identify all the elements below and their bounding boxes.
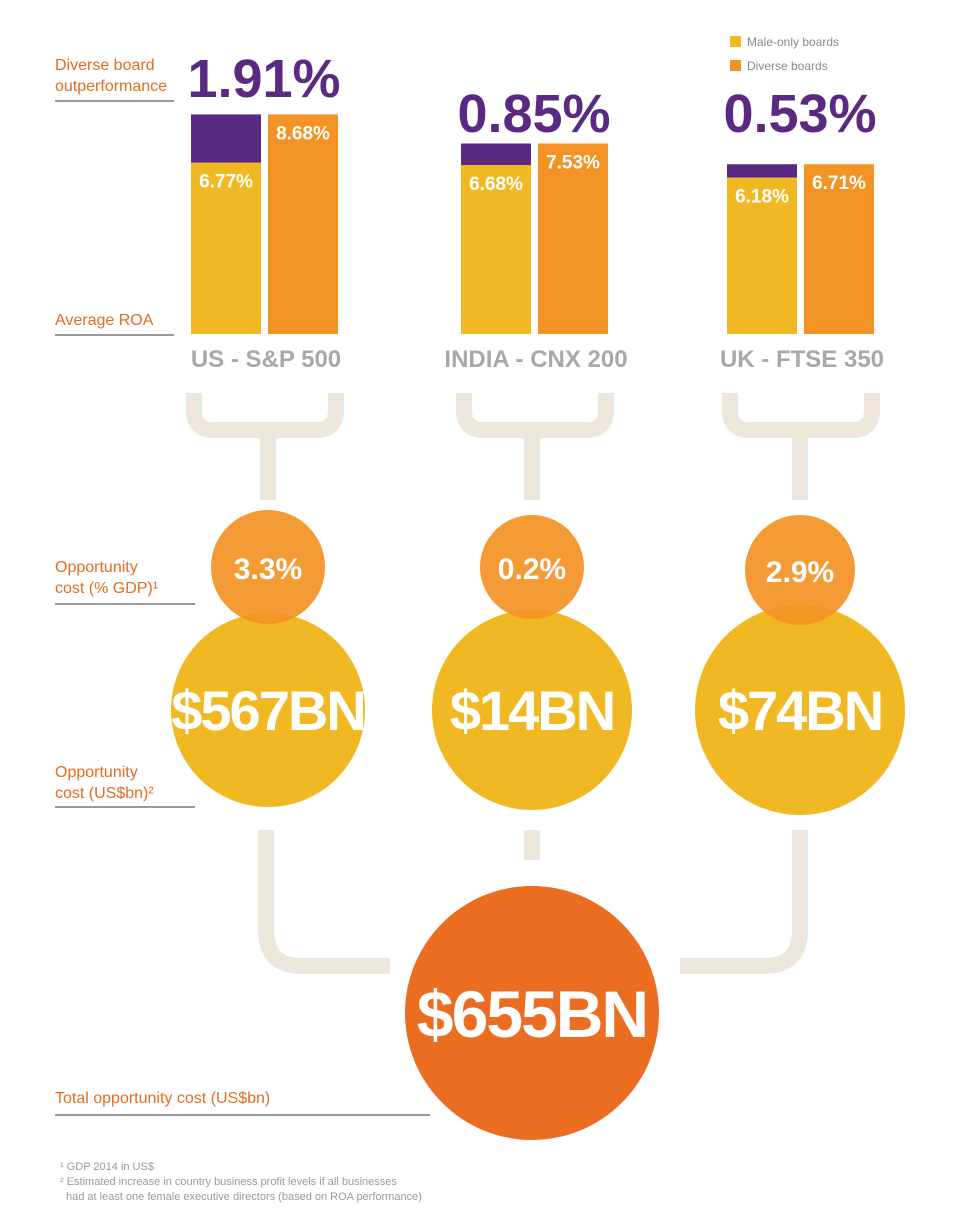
outperformance-value: 0.53% <box>723 84 876 144</box>
legend-item-male: Male-only boards <box>730 30 839 54</box>
roa-label: Average ROA <box>55 312 154 329</box>
connector <box>258 830 390 974</box>
total-label: Total opportunity cost (US$bn) <box>55 1090 271 1107</box>
diverse-label: 7.53% <box>546 152 600 173</box>
gap-bar <box>727 164 797 178</box>
gdp-pct-circle <box>745 515 855 625</box>
legend-item-diverse: Diverse boards <box>730 54 839 78</box>
usd-circle <box>171 613 365 807</box>
gap-bar <box>191 114 261 163</box>
usd-value: $74BN <box>718 679 882 742</box>
usd-circle <box>432 610 632 810</box>
legend-swatch-diverse <box>730 60 741 71</box>
total-value: $655BN <box>417 977 647 1051</box>
diverse-bar <box>538 143 608 334</box>
usd-circle <box>695 605 905 815</box>
market-name: US - S&P 500 <box>191 346 341 373</box>
male-only-bar <box>461 164 531 334</box>
usd-label: Opportunity cost (US$bn)² <box>55 764 154 802</box>
gdp-pct-value: 3.3% <box>234 553 302 586</box>
outperformance-value: 1.91% <box>187 49 340 109</box>
market-name: UK - FTSE 350 <box>720 346 884 373</box>
market-name: INDIA - CNX 200 <box>444 346 627 373</box>
divider <box>55 603 195 605</box>
gdp-pct-circle <box>480 515 584 619</box>
usd-value: $14BN <box>450 679 614 742</box>
usd-value: $567BN <box>171 679 364 742</box>
gdp-pct-value: 0.2% <box>498 553 566 586</box>
divider <box>55 334 174 336</box>
outperformance-value: 0.85% <box>457 84 610 144</box>
male-only-label: 6.18% <box>735 187 789 208</box>
diverse-label: 8.68% <box>276 123 330 144</box>
legend-swatch-male <box>730 36 741 47</box>
diverse-label: 6.71% <box>812 173 866 194</box>
gap-bar <box>461 143 531 165</box>
total-circle <box>405 886 659 1140</box>
legend: Male-only boards Diverse boards <box>730 30 839 78</box>
gdp-pct-label: Opportunity cost (% GDP)¹ <box>55 559 159 597</box>
diverse-bar <box>268 114 338 335</box>
connector <box>680 830 808 974</box>
connector <box>186 393 344 500</box>
gdp-pct-circle <box>211 510 325 624</box>
divider <box>55 100 174 102</box>
diverse-bar <box>804 164 874 334</box>
divider <box>55 806 195 808</box>
male-only-label: 6.77% <box>199 172 253 193</box>
male-only-bar <box>727 177 797 334</box>
male-only-label: 6.68% <box>469 174 523 195</box>
connector <box>722 393 880 500</box>
gdp-pct-value: 2.9% <box>766 556 834 589</box>
male-only-bar <box>191 162 261 334</box>
divider <box>55 1114 430 1116</box>
footnotes: ¹ GDP 2014 in US$ ² Estimated increase i… <box>60 1161 422 1203</box>
outperformance-label: Diverse board outperformance <box>55 57 168 95</box>
connector <box>456 393 614 500</box>
